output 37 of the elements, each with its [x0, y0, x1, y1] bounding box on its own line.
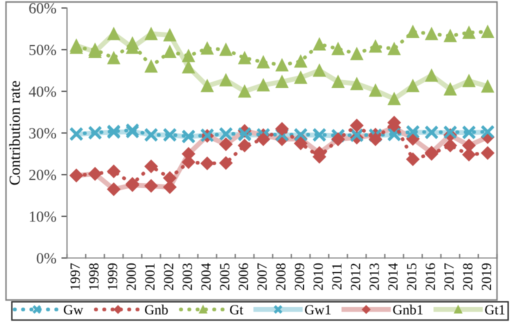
- x-tick-label: 2008: [276, 263, 286, 290]
- x-tick-label: 2019: [482, 263, 492, 290]
- x-tick-label: 2011: [332, 264, 342, 290]
- legend-label: Gnb: [144, 304, 168, 314]
- x-tick-label: 2007: [257, 263, 267, 290]
- legend-label: Gt: [230, 305, 244, 314]
- x-tick-label: 2009: [294, 263, 304, 290]
- x-tick-label: 2018: [463, 263, 472, 290]
- x-tick-label: 1998: [89, 263, 99, 290]
- x-tick-label: 2012: [350, 264, 360, 290]
- y-tick-label: 40%: [28, 86, 56, 97]
- y-tick-label: 0%: [36, 253, 56, 264]
- y-tick-label: 20%: [29, 170, 56, 180]
- x-tick-label: 2000: [126, 263, 136, 290]
- x-tick-label: 2016: [426, 263, 436, 290]
- legend-label: Gw1: [305, 305, 331, 314]
- x-tick-label: 2005: [220, 263, 230, 290]
- y-tick-label: 30%: [29, 128, 56, 138]
- y-tick-label: 50%: [29, 44, 56, 56]
- y-tick-label: 60%: [29, 3, 56, 14]
- x-tick-label: 2001: [145, 264, 155, 290]
- x-tick-label: 2002: [164, 264, 174, 290]
- x-tick-label: 2010: [313, 263, 323, 290]
- x-tick-label: 1997: [70, 263, 80, 290]
- legend-label: Gnb1: [393, 304, 423, 314]
- y-axis-title: Contribution rate: [9, 81, 20, 185]
- x-tick-label: 2013: [370, 263, 379, 290]
- x-tick-label: 2014: [388, 263, 398, 290]
- x-tick-label: 2017: [444, 263, 454, 290]
- x-tick-label: 2003: [182, 263, 192, 290]
- legend-label: Gw: [64, 305, 84, 314]
- x-tick-label: 1999: [108, 263, 118, 290]
- x-tick-label: 2015: [406, 263, 416, 290]
- x-tick-label: 2004: [201, 263, 211, 290]
- y-tick-label: 10%: [30, 211, 56, 222]
- legend-label: Gt1: [485, 305, 505, 314]
- x-tick-label: 2006: [238, 263, 248, 290]
